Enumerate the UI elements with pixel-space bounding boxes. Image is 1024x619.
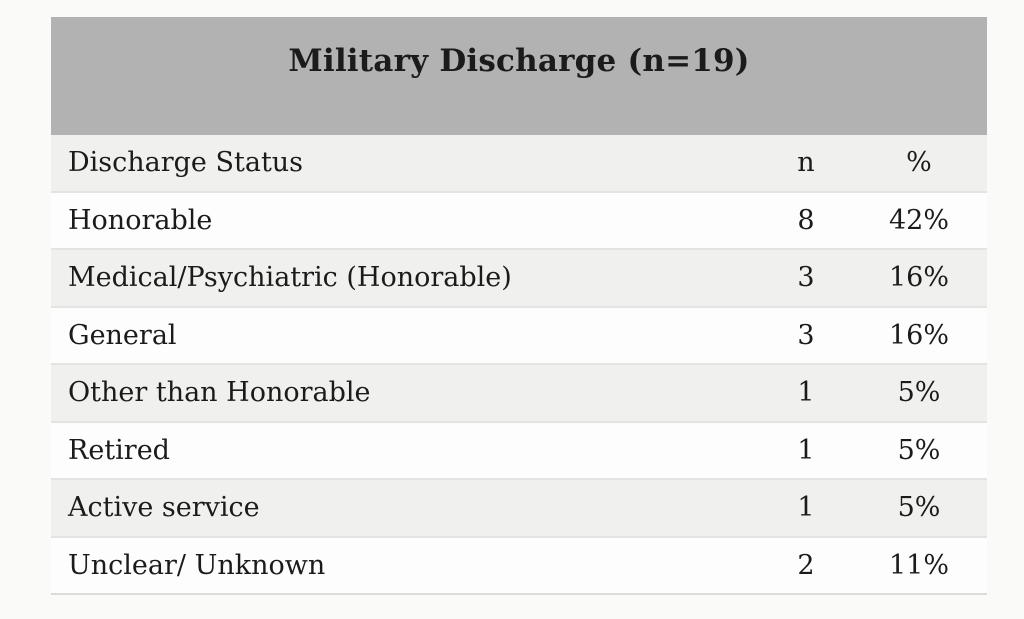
row-percent: 42% [888,204,949,236]
table-row: Other than Honorable 1 5% [51,365,987,423]
row-n: 1 [797,434,815,466]
row-label: Honorable [68,204,213,236]
row-percent: 16% [888,262,949,294]
row-percent: 16% [888,319,949,351]
military-discharge-table: Military Discharge (n=19) Discharge Stat… [51,17,987,595]
table-row: Honorable 8 42% [51,192,987,250]
row-n: 1 [797,492,815,524]
row-label: Unclear/ Unknown [68,549,326,581]
header-discharge-status: Discharge Status [68,147,304,179]
table-row: Unclear/ Unknown 2 11% [51,537,987,595]
table-row: Retired 1 5% [51,422,987,480]
header-n: n [797,147,815,179]
header-percent: % [906,147,932,179]
table-row: Active service 1 5% [51,480,987,538]
row-percent: 5% [897,492,941,524]
table-row: Medical/Psychiatric (Honorable) 3 16% [51,250,987,308]
row-label: General [68,319,177,351]
table-title: Military Discharge (n=19) [51,17,987,135]
table-header-row: Discharge Status n % [51,135,987,193]
table-row: General 3 16% [51,307,987,365]
row-n: 8 [797,204,815,236]
row-n: 1 [797,377,815,409]
row-label: Active service [68,492,260,524]
row-label: Medical/Psychiatric (Honorable) [68,262,512,294]
row-n: 2 [797,549,815,581]
row-n: 3 [797,319,815,351]
row-label: Other than Honorable [68,377,371,409]
row-percent: 5% [897,434,941,466]
row-percent: 5% [897,377,941,409]
row-label: Retired [68,434,170,466]
row-percent: 11% [888,549,949,581]
row-n: 3 [797,262,815,294]
